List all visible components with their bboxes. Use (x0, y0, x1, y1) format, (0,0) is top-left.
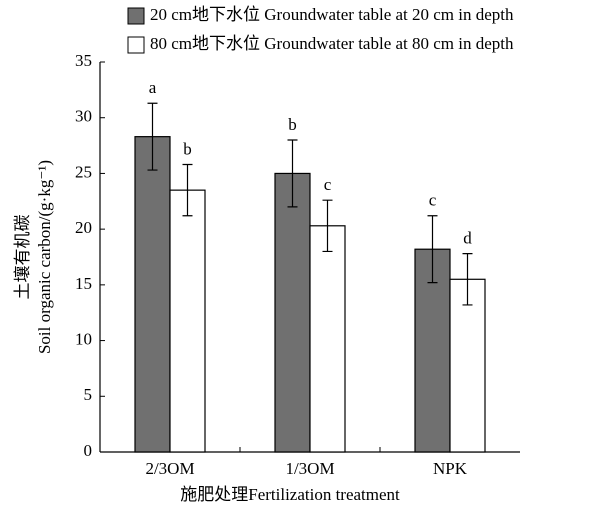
y-tick-label: 20 (75, 218, 92, 237)
y-axis-title: Soil organic carbon/(g·kg⁻¹) (35, 160, 54, 354)
bar (169, 189, 206, 453)
x-tick-label: 2/3OM (145, 459, 194, 478)
y-tick-label: 15 (75, 274, 92, 293)
x-tick-label: 1/3OM (285, 459, 334, 478)
significance-letter: c (429, 191, 437, 210)
significance-letter: c (324, 175, 332, 194)
y-tick-label: 10 (75, 329, 92, 348)
y-tick-label: 5 (84, 385, 93, 404)
significance-letter: d (463, 229, 472, 248)
significance-letter: b (183, 139, 192, 158)
legend-swatch (127, 36, 145, 54)
error-bar (287, 139, 298, 208)
y-tick-label: 0 (84, 441, 93, 460)
y-axis-title: 土壤有机碳 (12, 215, 32, 300)
x-tick-label: NPK (433, 459, 468, 478)
bar (134, 136, 171, 453)
y-tick-label: 30 (75, 107, 92, 126)
x-axis-title: 施肥处理Fertilization treatment (180, 485, 400, 504)
y-tick-label: 25 (75, 162, 92, 181)
legend-label: 80 cm地下水位 Groundwater table at 80 cm in … (150, 34, 514, 53)
bar (274, 172, 311, 453)
error-bar (427, 215, 438, 284)
significance-letter: b (288, 115, 297, 134)
legend-label: 20 cm地下水位 Groundwater table at 20 cm in … (150, 5, 514, 24)
error-bar (462, 253, 473, 306)
bar (449, 278, 486, 453)
error-bar (182, 163, 193, 217)
error-bar (322, 199, 333, 253)
bar (309, 225, 346, 453)
error-bar (147, 102, 158, 171)
legend-swatch (127, 7, 145, 25)
y-tick-label: 35 (75, 51, 92, 70)
significance-letter: a (149, 78, 157, 97)
